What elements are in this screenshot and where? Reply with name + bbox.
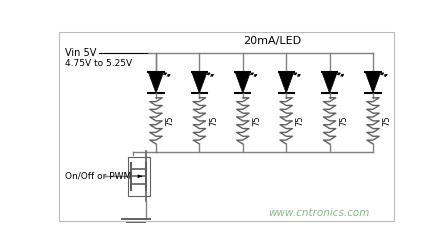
Text: 75: 75	[296, 116, 305, 126]
Polygon shape	[278, 72, 294, 93]
Text: 20mA/LED: 20mA/LED	[243, 36, 301, 46]
Text: 75: 75	[339, 116, 348, 126]
Text: 75: 75	[209, 116, 218, 126]
Polygon shape	[366, 72, 381, 93]
FancyBboxPatch shape	[59, 32, 394, 220]
Text: Vin 5V: Vin 5V	[65, 48, 96, 58]
Polygon shape	[235, 72, 250, 93]
Polygon shape	[192, 72, 207, 93]
Text: 75: 75	[383, 116, 392, 126]
Text: 4.75V to 5.25V: 4.75V to 5.25V	[65, 60, 132, 68]
Polygon shape	[322, 72, 337, 93]
Text: www.cntronics.com: www.cntronics.com	[268, 208, 370, 218]
Text: 75: 75	[252, 116, 261, 126]
Polygon shape	[149, 72, 164, 93]
Text: 75: 75	[166, 116, 175, 126]
Text: On/Off or PWM: On/Off or PWM	[65, 172, 131, 181]
Bar	[128, 157, 150, 196]
